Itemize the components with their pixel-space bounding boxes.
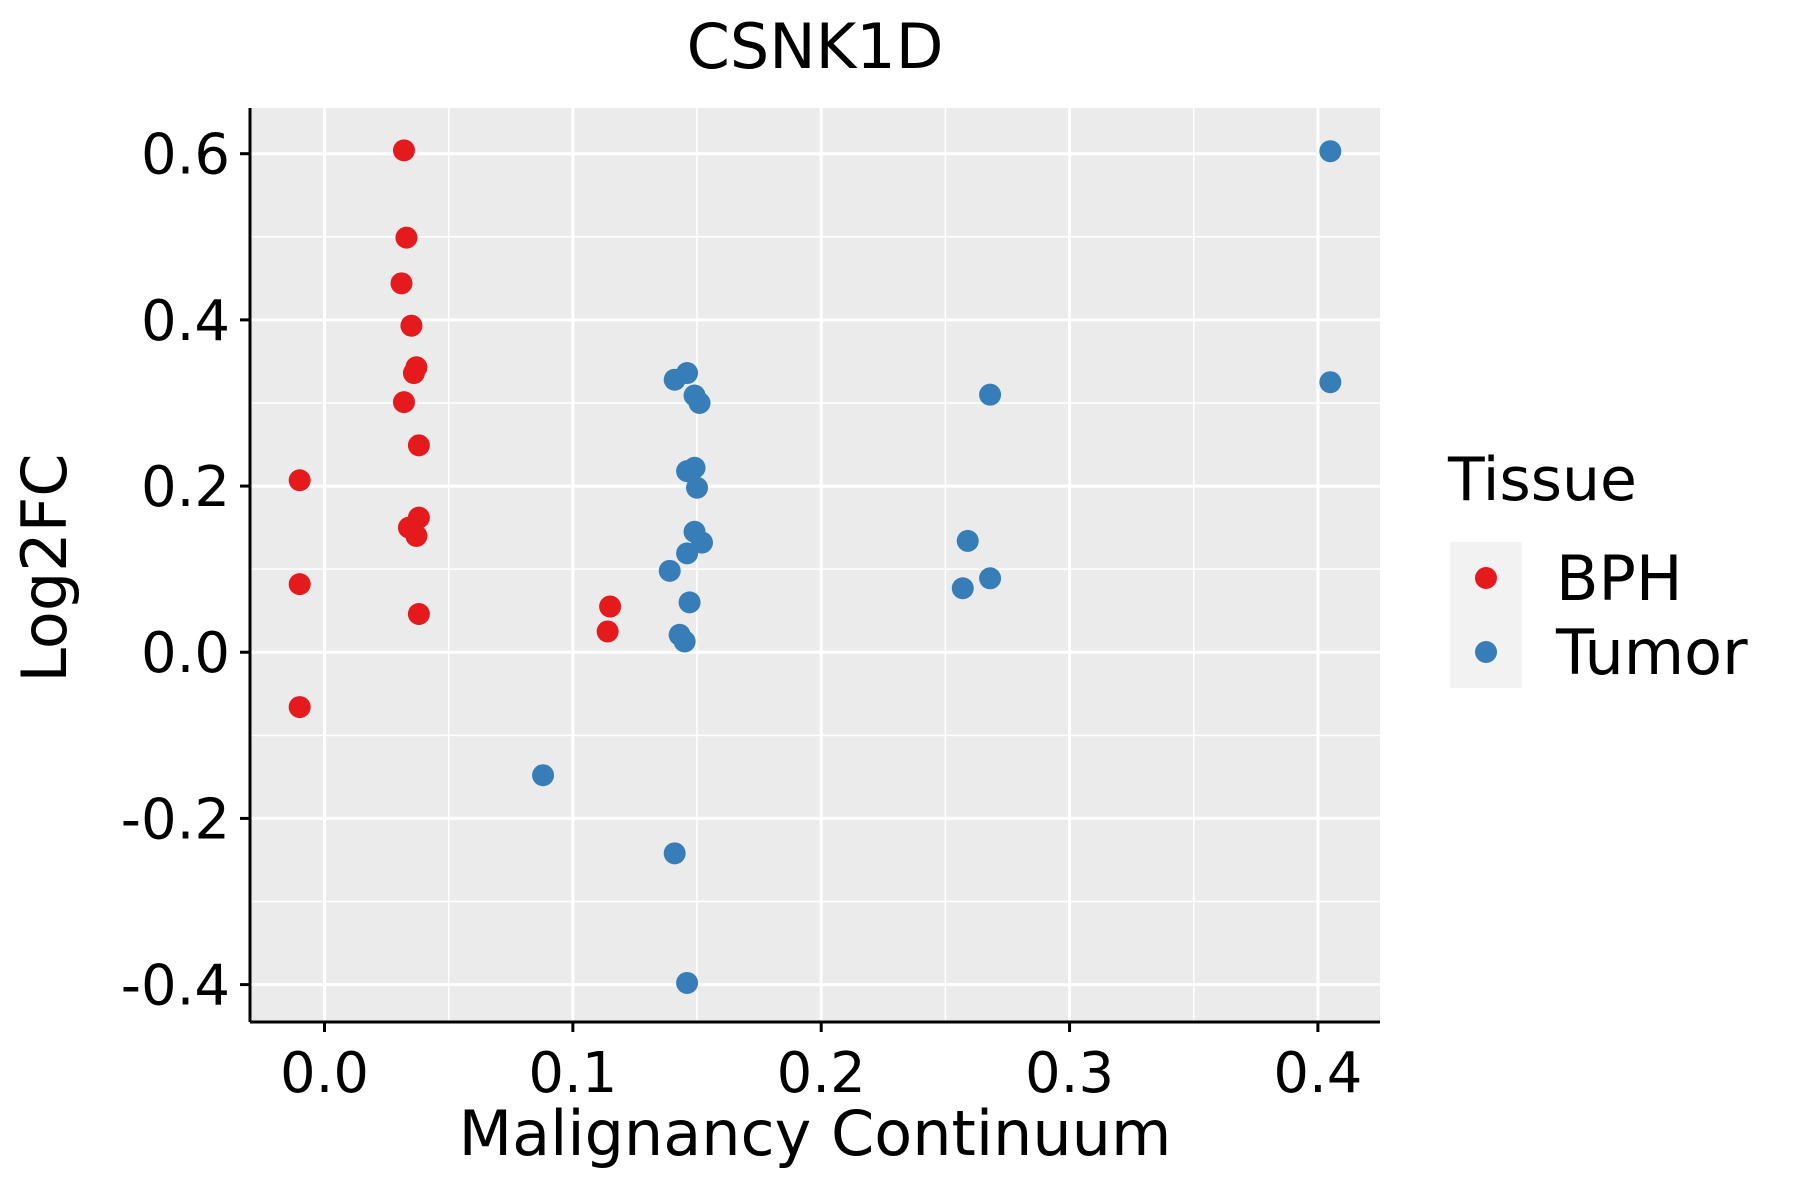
data-point: [663, 842, 686, 865]
data-point: [673, 630, 696, 653]
y-tick-label: -0.2: [121, 787, 230, 852]
data-point: [1319, 140, 1342, 163]
series-tumor: [532, 140, 1342, 994]
data-point: [658, 559, 681, 582]
data-points: [288, 139, 1342, 994]
data-point: [599, 595, 622, 618]
series-bph: [288, 139, 622, 719]
data-point: [532, 764, 555, 787]
data-point: [663, 368, 686, 391]
x-axis-title: Malignancy Continuum: [459, 1097, 1172, 1170]
data-point: [288, 469, 311, 492]
x-tick-label: 0.3: [1025, 1041, 1114, 1106]
y-axis-title: Log2FC: [8, 453, 81, 682]
minor-gridlines: [250, 108, 1380, 1022]
data-point: [407, 603, 430, 626]
legend-label-bph: BPH: [1556, 542, 1683, 615]
data-point: [676, 542, 699, 565]
legend-title: Tissue: [1447, 445, 1637, 515]
y-tick-label: 0.0: [141, 621, 230, 686]
data-point: [676, 460, 699, 483]
x-tick-label: 0.0: [280, 1041, 369, 1106]
y-tick-label: 0.6: [141, 123, 230, 188]
major-gridlines: [250, 108, 1380, 1022]
y-axis-ticks: 0.6 0.4 0.2 0.0 -0.2 -0.4: [121, 123, 250, 1019]
data-point: [395, 226, 418, 249]
data-point: [392, 391, 415, 414]
legend-key-tumor: [1475, 641, 1497, 663]
data-point: [676, 971, 699, 994]
chart-title: CSNK1D: [687, 10, 944, 83]
data-point: [951, 577, 974, 600]
data-point: [407, 434, 430, 457]
data-point: [686, 476, 709, 499]
data-point: [688, 391, 711, 414]
y-tick-label: 0.4: [141, 289, 230, 354]
data-point: [1319, 371, 1342, 394]
data-point: [402, 362, 425, 385]
x-tick-label: 0.1: [528, 1041, 617, 1106]
y-tick-label: -0.4: [121, 954, 230, 1019]
data-point: [392, 139, 415, 162]
data-point: [678, 591, 701, 614]
x-tick-label: 0.4: [1273, 1041, 1362, 1106]
data-point: [390, 272, 413, 295]
data-point: [405, 524, 428, 547]
data-point: [400, 314, 423, 337]
data-point: [288, 573, 311, 596]
y-tick-label: 0.2: [141, 455, 230, 520]
data-point: [596, 620, 619, 643]
legend-key-bph: [1475, 567, 1497, 589]
x-tick-label: 0.2: [777, 1041, 866, 1106]
legend-label-tumor: Tumor: [1555, 616, 1748, 689]
data-point: [288, 696, 311, 719]
legend-key-background: [1450, 542, 1522, 688]
data-point: [979, 567, 1002, 590]
x-axis-ticks: 0.0 0.1 0.2 0.3 0.4: [280, 1022, 1362, 1106]
plot-panel: [250, 108, 1380, 1022]
data-point: [956, 529, 979, 552]
data-point: [979, 383, 1002, 406]
